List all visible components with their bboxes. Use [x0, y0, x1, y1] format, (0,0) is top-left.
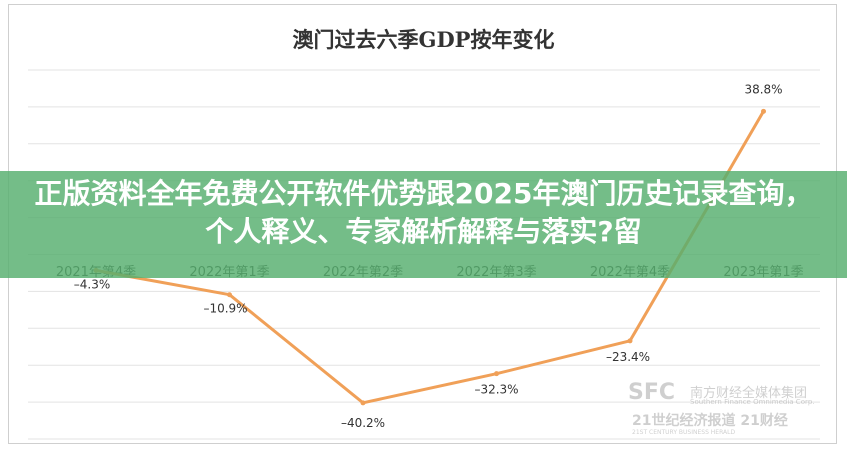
data-label: –10.9% [203, 302, 247, 316]
watermark-name: 南方财经全媒体集团 [690, 386, 808, 401]
data-point [494, 371, 499, 377]
series-line [94, 109, 765, 405]
data-label: 38.8% [744, 82, 782, 96]
data-label: –40.2% [341, 416, 385, 430]
overlay-banner: 正版资料全年免费公开软件优势跟2025年澳门历史记录查询，个人释义、专家解析解释… [0, 171, 847, 278]
data-labels: –4.3% –10.9% –40.2% –32.3% –23.4% 38.8% [74, 82, 783, 430]
data-label: –4.3% [74, 277, 111, 291]
data-label: –23.4% [606, 350, 650, 364]
overlay-text: 正版资料全年免费公开软件优势跟2025年澳门历史记录查询，个人释义、专家解析解释… [34, 177, 813, 248]
data-point [360, 400, 366, 406]
watermark: SFC 南方财经全媒体集团 Southern Finance Omnimedia… [628, 380, 828, 440]
data-point [227, 292, 232, 298]
chart-title: 澳门过去六季GDP按年变化 [292, 27, 555, 52]
data-point [627, 338, 633, 344]
watermark-row2: 21世纪经济报道 21财经 [632, 413, 788, 429]
watermark-logo: SFC [628, 380, 676, 405]
watermark-subtitle: Southern Finance Omnimedia Corp. [690, 398, 815, 406]
watermark-row3: 21ST CENTURY BUSINESS HERALD [632, 429, 736, 436]
data-label: –32.3% [474, 383, 518, 397]
data-point [761, 108, 766, 114]
